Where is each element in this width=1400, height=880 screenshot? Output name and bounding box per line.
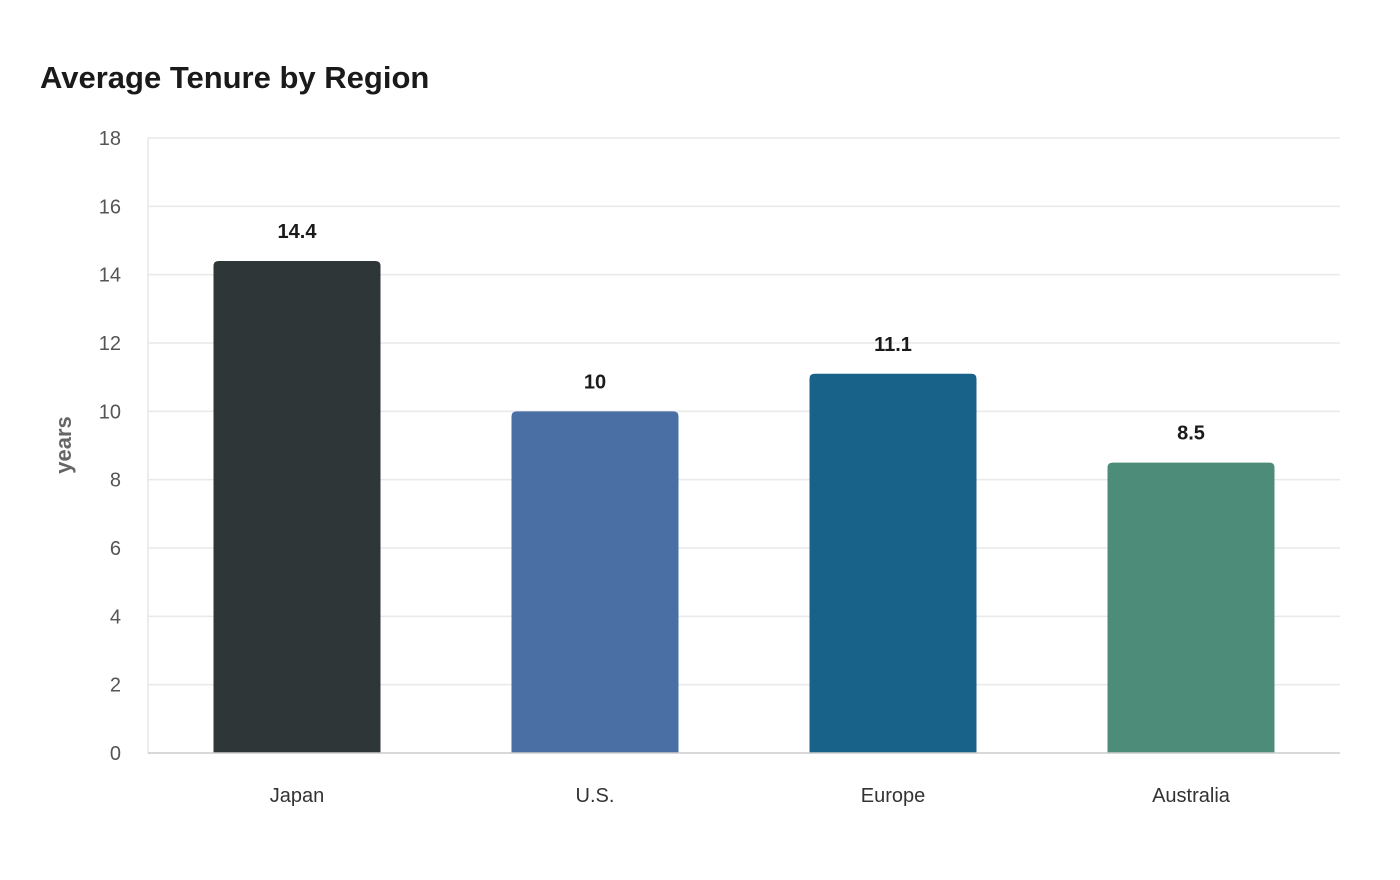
y-axis-title: years bbox=[51, 416, 76, 474]
bar-japan bbox=[213, 261, 381, 753]
y-tick-label: 10 bbox=[99, 401, 121, 423]
data-label: 14.4 bbox=[278, 221, 318, 243]
bar-australia bbox=[1107, 462, 1275, 753]
y-tick-label: 12 bbox=[99, 333, 121, 355]
y-tick-label: 2 bbox=[110, 675, 121, 697]
bar-u-s bbox=[511, 411, 679, 753]
y-tick-label: 0 bbox=[110, 743, 121, 765]
x-axis-categories: Japan U.S. Europe Australia bbox=[270, 785, 1231, 807]
bar-europe bbox=[809, 373, 977, 753]
x-tick-label: Europe bbox=[861, 785, 926, 807]
data-label: 10 bbox=[584, 371, 606, 393]
y-tick-label: 14 bbox=[99, 265, 121, 287]
value-labels: 14.4 10 11.1 8.5 bbox=[278, 221, 1205, 445]
x-tick-label: Australia bbox=[1152, 785, 1231, 807]
y-tick-label: 16 bbox=[99, 196, 121, 218]
x-tick-label: U.S. bbox=[576, 785, 615, 807]
y-tick-label: 6 bbox=[110, 538, 121, 560]
y-axis-ticks: 0 2 4 6 8 10 12 14 16 18 bbox=[99, 128, 121, 765]
y-tick-label: 18 bbox=[99, 128, 121, 150]
data-label: 8.5 bbox=[1177, 423, 1205, 445]
x-tick-label: Japan bbox=[270, 785, 325, 807]
y-tick-label: 4 bbox=[110, 606, 121, 628]
data-label: 11.1 bbox=[874, 334, 912, 356]
chart-title: Average Tenure by Region bbox=[40, 60, 430, 95]
bars bbox=[213, 261, 1275, 753]
y-tick-label: 8 bbox=[110, 470, 121, 492]
